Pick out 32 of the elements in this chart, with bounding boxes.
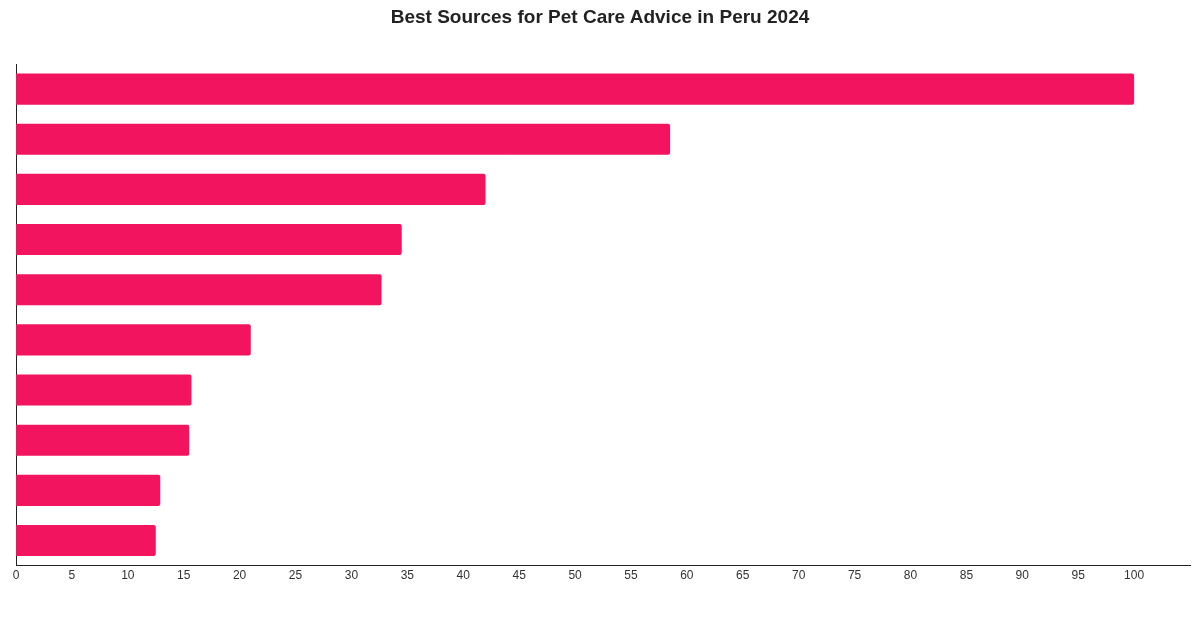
bar bbox=[16, 224, 402, 256]
bar bbox=[16, 73, 1135, 105]
x-tick-label: 85 bbox=[959, 568, 974, 583]
x-tick-label: 50 bbox=[568, 568, 583, 583]
bar bbox=[16, 374, 192, 406]
x-tick-label: 30 bbox=[344, 568, 359, 583]
x-tick-label: 70 bbox=[791, 568, 806, 583]
x-tick-label: 80 bbox=[903, 568, 918, 583]
x-tick-label: 40 bbox=[456, 568, 471, 583]
bar bbox=[16, 274, 382, 306]
x-tick-label: 60 bbox=[680, 568, 694, 583]
x-tick-label: 15 bbox=[177, 568, 191, 583]
bar bbox=[16, 474, 161, 506]
bar bbox=[16, 123, 671, 155]
x-tick-label: 90 bbox=[1015, 568, 1030, 583]
x-tick-label: 45 bbox=[512, 568, 527, 583]
x-tick-label: 5 bbox=[68, 568, 76, 583]
x-tick-label: 55 bbox=[624, 568, 638, 583]
bar bbox=[16, 524, 156, 557]
x-tick-label: 100 bbox=[1124, 568, 1145, 583]
bar bbox=[16, 424, 190, 456]
x-tick-label: 0 bbox=[12, 568, 20, 583]
bar bbox=[16, 324, 251, 356]
x-tick-label: 20 bbox=[232, 568, 247, 583]
chart-title: Best Sources for Pet Care Advice in Peru 2024 bbox=[389, 6, 811, 28]
x-tick-label: 65 bbox=[736, 568, 750, 583]
x-tick-label: 95 bbox=[1071, 568, 1086, 583]
bar bbox=[16, 173, 486, 205]
x-tick-label: 35 bbox=[400, 568, 415, 583]
x-tick-label: 75 bbox=[847, 568, 862, 583]
x-tick-label: 10 bbox=[121, 568, 135, 583]
x-tick-label: 25 bbox=[288, 568, 303, 583]
